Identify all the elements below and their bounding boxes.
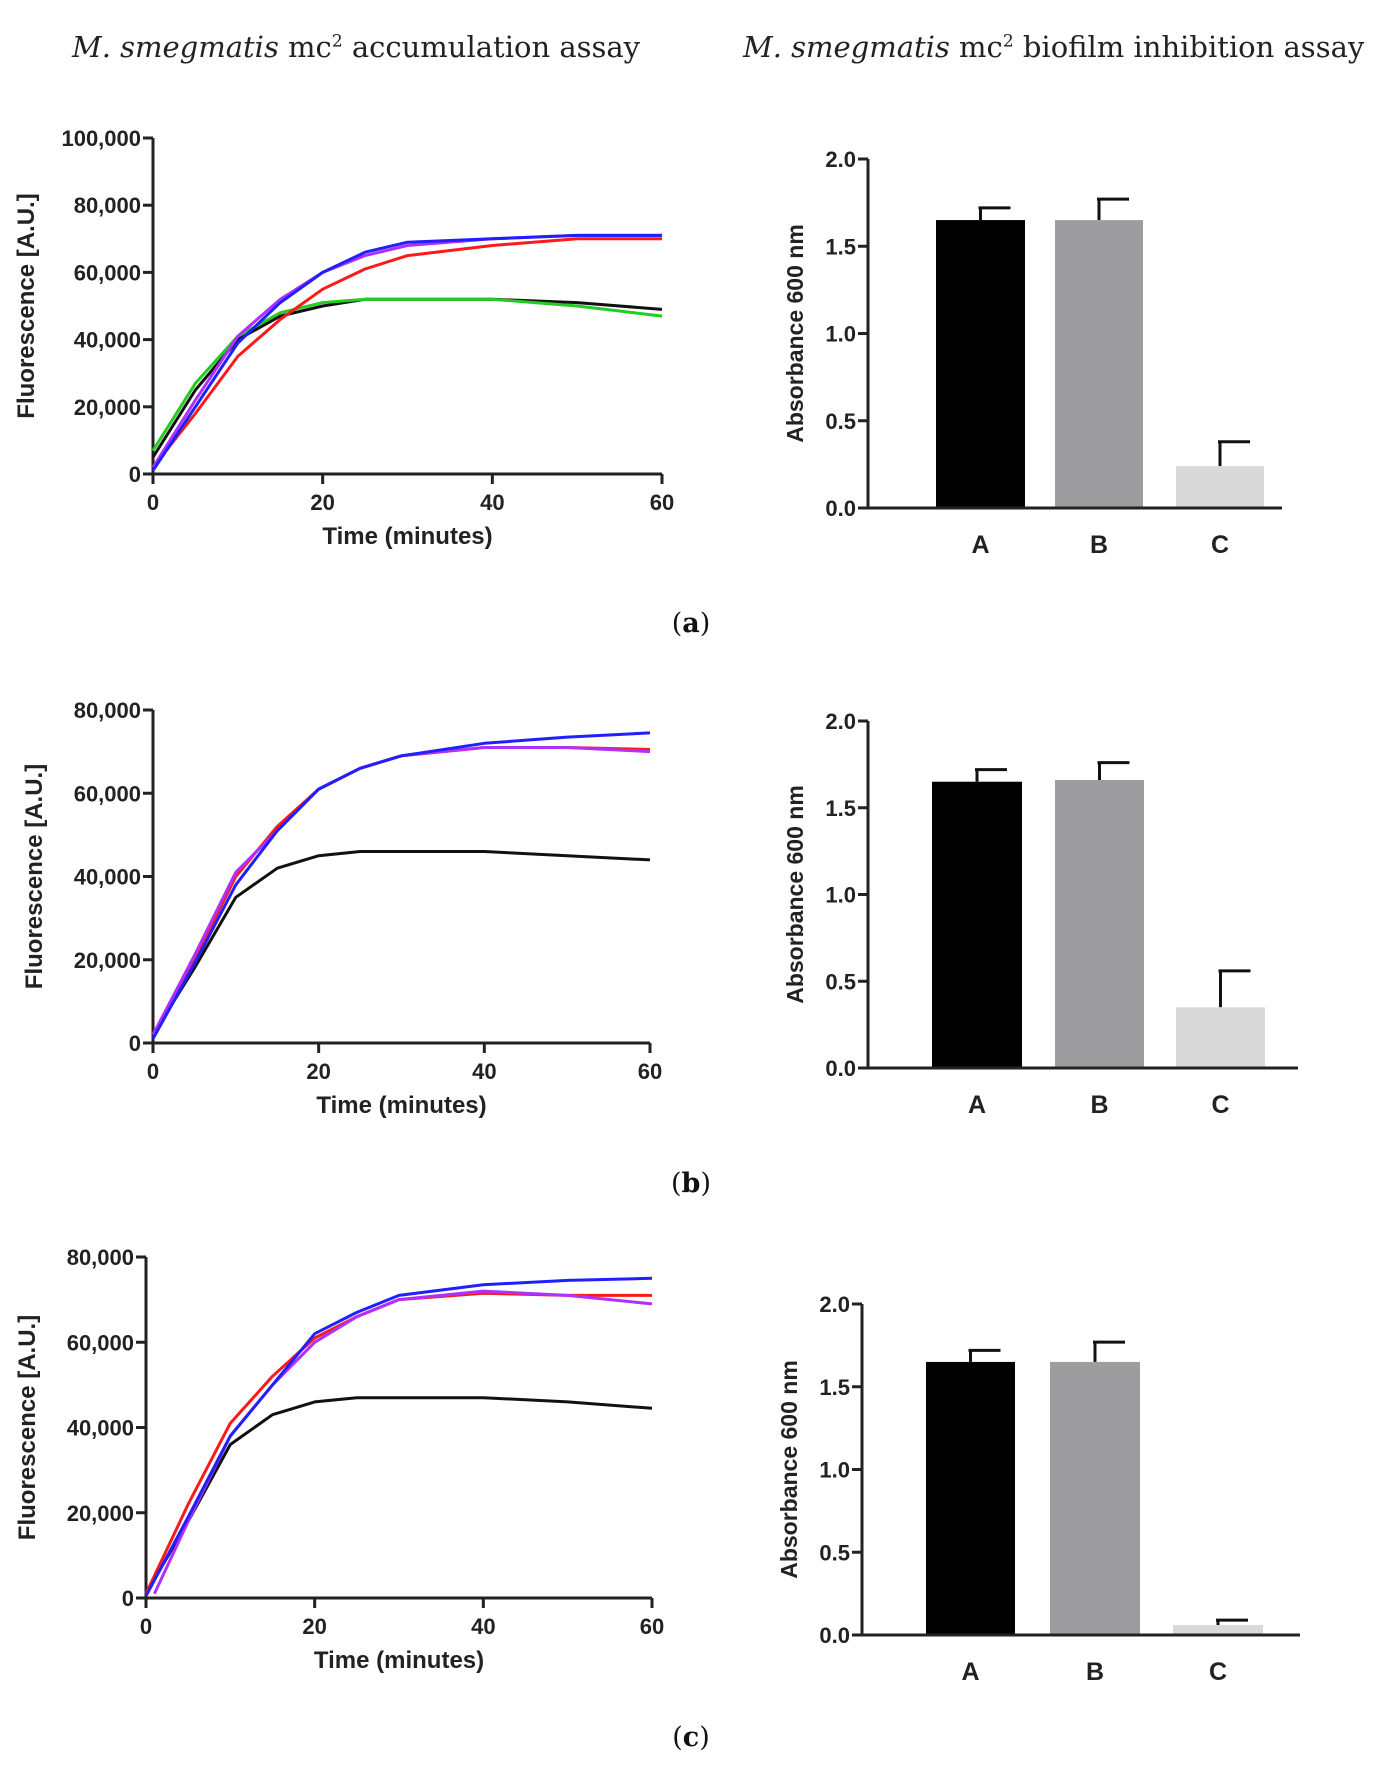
bar-chart-b: A B C 0.0 0.5 1.0 1.5 2.0 Absorbance 600 nm bbox=[782, 709, 1298, 1119]
y-tick-label: 40,000 bbox=[74, 328, 141, 353]
bar-chart-c: A B C 0.0 0.5 1.0 1.5 2.0 Absorbance 600 nm bbox=[776, 1292, 1300, 1686]
panel-label-c: (c) bbox=[672, 1722, 710, 1753]
x-tick-label: 20 bbox=[306, 1059, 330, 1084]
y-tick-label: 1.0 bbox=[825, 322, 856, 347]
y-tick-label: 2.0 bbox=[825, 147, 856, 172]
y-tick-label: 0 bbox=[129, 462, 141, 487]
series-line-blue bbox=[151, 233, 662, 472]
line-chart-c: 0 20,000 40,000 60,000 80,000 0 20 40 60 Time (mi… bbox=[14, 1245, 664, 1674]
y-tick-label: 0.0 bbox=[825, 1056, 856, 1081]
x-category-label: B bbox=[1090, 1091, 1108, 1119]
y-tick-label: 1.5 bbox=[819, 1375, 850, 1400]
bar-A bbox=[926, 1361, 1015, 1635]
bar-chart-a: A B C 0.0 0.5 1.0 1.5 2.0 Absorbance 600 nm bbox=[782, 147, 1282, 559]
line-chart-b: 0 20,000 40,000 60,000 80,000 0 20 40 60 Time (mi… bbox=[21, 698, 662, 1119]
y-tick-label: 20,000 bbox=[74, 948, 141, 973]
y-tick-label: 1.5 bbox=[825, 796, 856, 821]
y-tick-label: 80,000 bbox=[67, 1245, 134, 1270]
y-tick-label: 80,000 bbox=[74, 193, 141, 218]
x-category-label: B bbox=[1090, 531, 1108, 559]
x-axis-title: Time (minutes) bbox=[314, 1647, 484, 1674]
y-tick-label: 0 bbox=[129, 1031, 141, 1056]
series-line-black bbox=[151, 297, 663, 459]
panel-label-a: (a) bbox=[671, 608, 711, 639]
y-tick-label: 40,000 bbox=[74, 865, 141, 890]
y-tick-label: 60,000 bbox=[74, 260, 141, 285]
panel-label-b: (b) bbox=[671, 1168, 711, 1199]
bar-A bbox=[936, 220, 1025, 508]
y-tick-label: 0.0 bbox=[825, 496, 856, 521]
x-axis-title: Time (minutes) bbox=[316, 1092, 486, 1119]
series-line-black bbox=[151, 850, 651, 1036]
x-tick-label: 0 bbox=[147, 490, 159, 515]
x-tick-label: 40 bbox=[472, 1059, 496, 1084]
y-tick-label: 0 bbox=[122, 1586, 134, 1611]
y-tick-label: 60,000 bbox=[67, 1330, 134, 1355]
x-tick-label: 60 bbox=[650, 490, 674, 515]
y-tick-label: 2.0 bbox=[819, 1292, 850, 1317]
x-tick-label: 20 bbox=[302, 1614, 326, 1639]
line-chart-a: 0 20,000 40,000 60,000 80,000 100,000 0 20 40 60 T… bbox=[13, 126, 674, 550]
y-tick-label: 0.5 bbox=[819, 1540, 850, 1565]
series-line-purple bbox=[153, 1289, 653, 1595]
y-tick-label: 1.0 bbox=[825, 883, 856, 908]
y-axis-title: Absorbance 600 nm bbox=[782, 224, 808, 443]
bar-B bbox=[1055, 220, 1143, 508]
left-column-title: M. smegmatis mc2 accumulation assay bbox=[72, 30, 641, 64]
y-axis-title: Fluorescence [A.U.] bbox=[14, 1315, 41, 1540]
x-tick-label: 20 bbox=[310, 490, 334, 515]
bar-C bbox=[1173, 1625, 1263, 1635]
series-line-black bbox=[144, 1396, 653, 1595]
bar-A bbox=[932, 781, 1022, 1068]
y-tick-label: 2.0 bbox=[825, 709, 856, 734]
series-line-blue bbox=[151, 731, 651, 1040]
x-category-label: A bbox=[971, 531, 989, 559]
x-axis-title: Time (minutes) bbox=[322, 523, 492, 550]
bar-B bbox=[1055, 779, 1144, 1068]
y-axis-title: Fluorescence [A.U.] bbox=[13, 193, 40, 418]
x-category-label: B bbox=[1086, 1658, 1104, 1686]
y-tick-label: 80,000 bbox=[74, 698, 141, 723]
x-tick-label: 0 bbox=[140, 1614, 152, 1639]
series-line-blue bbox=[144, 1276, 653, 1597]
y-tick-label: 1.5 bbox=[825, 234, 856, 259]
x-tick-label: 40 bbox=[471, 1614, 495, 1639]
x-tick-label: 60 bbox=[638, 1059, 662, 1084]
y-tick-label: 40,000 bbox=[67, 1416, 134, 1441]
bar-C bbox=[1176, 1007, 1265, 1068]
x-category-label: A bbox=[961, 1658, 979, 1686]
series-line-red bbox=[151, 237, 662, 469]
x-category-label: C bbox=[1211, 1091, 1229, 1119]
y-tick-label: 20,000 bbox=[67, 1501, 134, 1526]
y-tick-label: 1.0 bbox=[819, 1458, 850, 1483]
y-axis-title: Fluorescence [A.U.] bbox=[21, 764, 48, 989]
right-column-title: M. smegmatis mc2 biofilm inhibition assa… bbox=[743, 30, 1365, 64]
y-tick-label: 20,000 bbox=[74, 395, 141, 420]
series-line-red bbox=[144, 1291, 652, 1595]
bar-C bbox=[1176, 466, 1264, 508]
x-category-label: C bbox=[1211, 531, 1229, 559]
y-tick-label: 0.0 bbox=[819, 1623, 850, 1648]
y-tick-label: 60,000 bbox=[74, 781, 141, 806]
y-tick-label: 0.5 bbox=[825, 969, 856, 994]
x-tick-label: 60 bbox=[640, 1614, 664, 1639]
y-tick-label: 100,000 bbox=[61, 126, 141, 151]
y-axis-title: Absorbance 600 nm bbox=[776, 1360, 802, 1579]
bar-B bbox=[1050, 1361, 1140, 1635]
series-line-green bbox=[151, 297, 663, 452]
x-category-label: C bbox=[1209, 1658, 1227, 1686]
x-tick-label: 40 bbox=[480, 490, 504, 515]
x-tick-label: 0 bbox=[147, 1059, 159, 1084]
y-tick-label: 0.5 bbox=[825, 409, 856, 434]
y-axis-title: Absorbance 600 nm bbox=[782, 785, 808, 1004]
x-category-label: A bbox=[968, 1091, 986, 1119]
